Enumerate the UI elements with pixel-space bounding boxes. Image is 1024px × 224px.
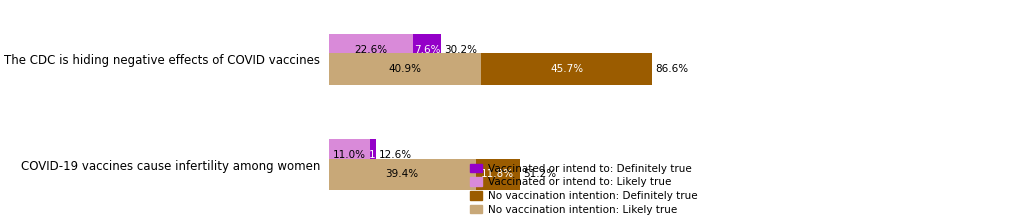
Bar xyxy=(413,34,441,65)
Text: 86.6%: 86.6% xyxy=(655,64,688,74)
Text: 7.6%: 7.6% xyxy=(414,45,440,55)
Text: 30.2%: 30.2% xyxy=(444,45,477,55)
Bar xyxy=(329,34,413,65)
Text: 22.6%: 22.6% xyxy=(354,45,387,55)
Bar xyxy=(329,159,476,190)
Text: 40.9%: 40.9% xyxy=(388,64,422,74)
Bar xyxy=(329,140,370,171)
Text: 45.7%: 45.7% xyxy=(550,64,584,74)
Text: 12.6%: 12.6% xyxy=(379,150,412,160)
Text: 11.0%: 11.0% xyxy=(333,150,366,160)
Legend: Vaccinated or intend to: Definitely true, Vaccinated or intend to: Likely true, : Vaccinated or intend to: Definitely true… xyxy=(470,164,697,215)
Bar xyxy=(481,53,652,84)
Text: 39.4%: 39.4% xyxy=(386,169,419,179)
Bar xyxy=(329,53,481,84)
Bar xyxy=(370,140,376,171)
Text: 51.2%: 51.2% xyxy=(523,169,556,179)
Bar xyxy=(476,159,520,190)
Text: 1: 1 xyxy=(370,150,376,160)
Text: 11.8%: 11.8% xyxy=(481,169,514,179)
